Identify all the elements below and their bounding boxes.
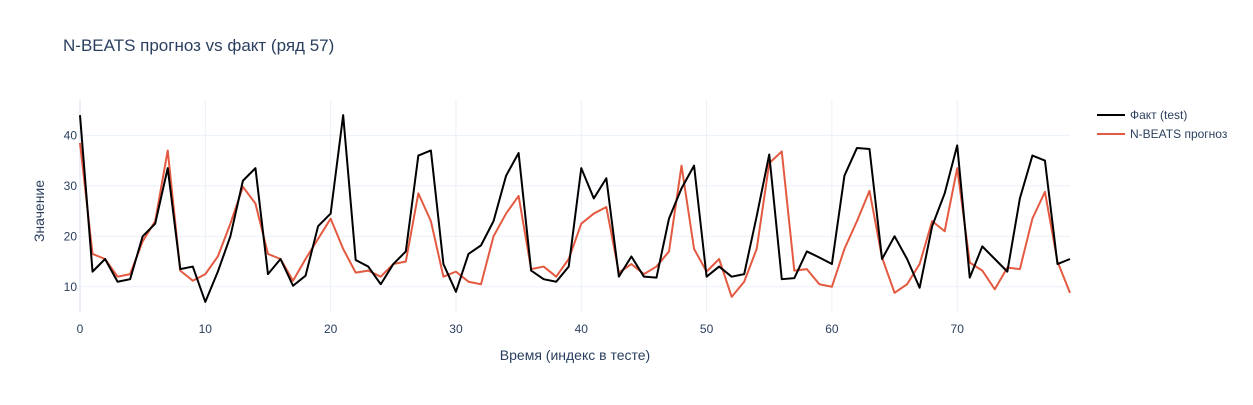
x-tick-label: 0 [77,322,84,336]
series-line-forecast[interactable] [79,142,1071,298]
y-tick-labels: 10 20 30 40 [64,128,78,293]
x-tick-label: 50 [700,322,714,336]
x-tick-labels: 0 10 20 30 40 50 60 70 [77,322,965,336]
legend-label-forecast: N-BEATS прогноз [1130,127,1228,141]
x-tick-label: 20 [324,322,338,336]
y-tick-label: 30 [64,179,78,193]
y-tick-label: 10 [64,280,78,294]
legend-item-forecast[interactable]: N-BEATS прогноз [1097,127,1228,141]
legend[interactable]: Факт (test) N-BEATS прогноз [1097,108,1228,141]
legend-item-fact[interactable]: Факт (test) [1097,108,1187,122]
series-line-fact[interactable] [79,114,1071,303]
x-tick-label: 40 [575,322,589,336]
y-axis-title: Значение [31,180,47,242]
x-tick-label: 30 [449,322,463,336]
x-tick-label: 10 [199,322,213,336]
x-axis-title: Время (индекс в тесте) [500,347,650,363]
y-tick-label: 20 [64,229,78,243]
legend-label-fact: Факт (test) [1130,108,1187,122]
y-tick-label: 40 [64,128,78,142]
x-tick-label: 70 [951,322,965,336]
chart-title: N-BEATS прогноз vs факт (ряд 57) [63,36,334,55]
x-tick-label: 60 [825,322,839,336]
series-layer [79,114,1071,303]
